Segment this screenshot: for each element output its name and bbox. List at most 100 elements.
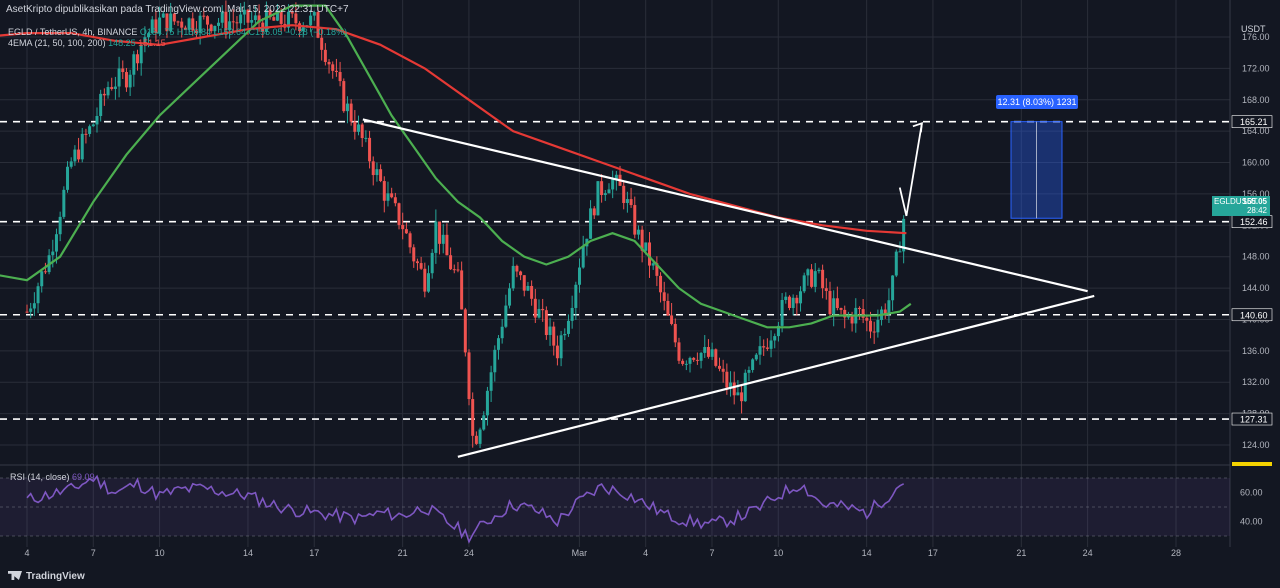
time-tick: 14	[243, 548, 253, 558]
grid	[0, 0, 1231, 547]
candle-body	[198, 15, 202, 33]
candle-body	[423, 268, 427, 292]
level-label: 152.46	[1240, 217, 1268, 227]
candle-body	[386, 193, 390, 201]
candle-body	[625, 199, 629, 203]
candle-body	[824, 288, 828, 291]
candle-body	[839, 307, 843, 310]
candle-body	[843, 309, 847, 318]
badge-countdown: 28:42	[1246, 206, 1267, 215]
candle-body	[294, 13, 298, 24]
tradingview-brand[interactable]: TradingView	[8, 571, 85, 582]
ema-short-line	[0, 4, 912, 329]
candle-body	[600, 181, 604, 195]
candle-body	[636, 229, 640, 235]
candle-body	[795, 297, 799, 304]
candle-body	[375, 169, 379, 176]
candle-body	[622, 185, 626, 203]
candle-body	[357, 124, 361, 132]
candle-body	[279, 10, 283, 24]
rsi-line	[0, 474, 1230, 544]
brand-label: TradingView	[26, 571, 85, 582]
candle-body	[327, 61, 331, 65]
candle-body	[817, 269, 821, 272]
candle-body	[143, 37, 147, 45]
candle-body	[670, 315, 674, 324]
candle-body	[158, 17, 162, 34]
candle-body	[482, 415, 486, 430]
candle-body	[272, 17, 276, 21]
price-tick: 148.00	[1242, 252, 1270, 262]
candle-body	[765, 347, 769, 349]
time-tick: 21	[1016, 548, 1026, 558]
candle-body	[640, 229, 644, 251]
price-axis: 176.00 172.00 168.00 164.00 160.00 156.00 152.…	[1231, 32, 1273, 527]
symbol-legend[interactable]: EGLD / TetherUS, 4h, BINANCE O154.75 H15…	[8, 27, 347, 37]
time-tick: 28	[1171, 548, 1181, 558]
rsi-tick: 40.00	[1240, 517, 1263, 527]
candle-body	[485, 390, 489, 416]
candle-body	[784, 296, 788, 300]
candle-body	[345, 103, 349, 112]
candle-body	[213, 25, 217, 32]
candle-body	[850, 315, 854, 324]
candle-body	[132, 54, 136, 75]
candle-body	[773, 336, 777, 341]
candle-body	[268, 9, 272, 18]
candle-body	[43, 271, 47, 273]
candle-body	[401, 224, 405, 230]
time-tick: 7	[91, 548, 96, 558]
price-tick: 136.00	[1242, 346, 1270, 356]
candle-body	[441, 234, 445, 244]
candle-body	[872, 331, 876, 333]
candle-body	[84, 133, 88, 135]
candle-body	[91, 124, 95, 127]
rsi-legend[interactable]: RSI (14, close) 69.09	[10, 472, 95, 482]
level-label: 165.21	[1240, 117, 1268, 127]
candle-body	[121, 68, 125, 73]
candle-body	[246, 9, 250, 23]
candle-body	[703, 347, 707, 353]
candle-body	[493, 349, 497, 373]
candle-body	[117, 68, 121, 87]
candle-body	[799, 291, 803, 304]
candle-body	[714, 349, 718, 366]
candle-body	[791, 297, 795, 308]
candle-body	[736, 392, 740, 396]
level-label: 140.60	[1240, 310, 1268, 320]
candle-body	[331, 64, 335, 71]
candle-body	[445, 234, 449, 256]
level-label: 127.31	[1240, 415, 1268, 425]
candle-body	[706, 347, 710, 357]
badge-symbol: EGLDUSDT	[1214, 197, 1258, 206]
candle-body	[787, 296, 791, 308]
candle-body	[515, 265, 519, 272]
time-tick: 17	[309, 548, 319, 558]
candle-body	[500, 326, 504, 339]
ema-legend[interactable]: 4EMA (21, 50, 100, 200) 148.25 151.15	[8, 38, 166, 48]
time-tick: 17	[928, 548, 938, 558]
candle-body	[88, 126, 92, 134]
candle-body	[393, 197, 397, 204]
time-tick: 7	[709, 548, 714, 558]
candle-body	[684, 363, 688, 365]
candle-body	[832, 298, 836, 315]
candle-body	[430, 252, 434, 274]
candle-body	[861, 309, 865, 318]
candle-body	[202, 15, 206, 17]
candle-body	[371, 161, 375, 176]
candle-body	[821, 269, 825, 289]
publisher-line: AsetKripto dipublikasikan pada TradingVi…	[6, 4, 349, 15]
candle-body	[758, 346, 762, 355]
candle-body	[644, 242, 648, 251]
candle-body	[242, 9, 246, 15]
candle-body	[902, 218, 906, 252]
candle-body	[813, 271, 817, 287]
candle-body	[161, 13, 165, 18]
time-tick: 14	[862, 548, 872, 558]
candle-body	[69, 161, 73, 167]
candle-body	[80, 133, 84, 160]
time-tick: 4	[643, 548, 648, 558]
